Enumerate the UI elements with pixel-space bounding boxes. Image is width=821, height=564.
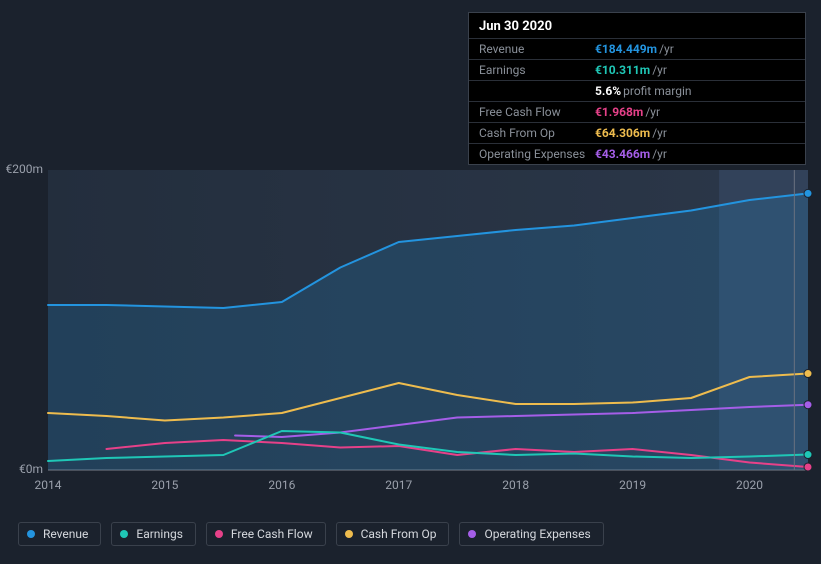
legend-item-cfo[interactable]: Cash From Op — [336, 522, 450, 546]
tooltip-row-cfo: Cash From Op €64.306m /yr — [469, 123, 805, 144]
tooltip-unit: /yr — [659, 41, 674, 57]
legend-label: Earnings — [136, 527, 183, 541]
y-tick-label: €200m — [0, 162, 43, 176]
legend-dot — [345, 530, 353, 538]
legend-item-earnings[interactable]: Earnings — [111, 522, 196, 546]
x-tick-label: 2016 — [268, 478, 295, 492]
legend-label: Free Cash Flow — [231, 527, 313, 541]
tooltip-unit: /yr — [652, 146, 667, 162]
x-tick-label: 2015 — [151, 478, 178, 492]
tooltip-row-margin: 5.6% profit margin — [469, 81, 805, 102]
legend-dot — [468, 530, 476, 538]
tooltip-date: Jun 30 2020 — [469, 13, 805, 39]
x-tick-label: 2014 — [35, 478, 62, 492]
tooltip-unit: /yr — [652, 62, 667, 78]
tooltip-unit: /yr — [645, 104, 660, 120]
tooltip-value: €1.968m — [595, 104, 643, 120]
x-tick-label: 2019 — [619, 478, 646, 492]
legend-item-opex[interactable]: Operating Expenses — [459, 522, 603, 546]
legend-dot — [27, 530, 35, 538]
x-tick-label: 2020 — [736, 478, 763, 492]
x-tick-label: 2017 — [385, 478, 412, 492]
legend-item-fcf[interactable]: Free Cash Flow — [206, 522, 326, 546]
tooltip-value: €10.311m — [595, 62, 650, 78]
tooltip-label: Revenue — [479, 41, 595, 57]
tooltip-label: Free Cash Flow — [479, 104, 595, 120]
x-tick-label: 2018 — [502, 478, 529, 492]
tooltip-label — [479, 83, 595, 99]
legend-dot — [215, 530, 223, 538]
legend-dot — [120, 530, 128, 538]
data-tooltip: Jun 30 2020 Revenue €184.449m /yr Earnin… — [468, 12, 806, 165]
tooltip-value: €64.306m — [595, 125, 650, 141]
tooltip-row-opex: Operating Expenses €43.466m /yr — [469, 144, 805, 164]
tooltip-label: Operating Expenses — [479, 146, 595, 162]
y-tick-label: €0m — [0, 462, 43, 476]
tooltip-label: Cash From Op — [479, 125, 595, 141]
tooltip-row-revenue: Revenue €184.449m /yr — [469, 39, 805, 60]
tooltip-unit: profit margin — [623, 83, 691, 99]
tooltip-label: Earnings — [479, 62, 595, 78]
tooltip-row-earnings: Earnings €10.311m /yr — [469, 60, 805, 81]
tooltip-value: €43.466m — [595, 146, 650, 162]
tooltip-row-fcf: Free Cash Flow €1.968m /yr — [469, 102, 805, 123]
legend-label: Revenue — [43, 527, 88, 541]
legend-item-revenue[interactable]: Revenue — [18, 522, 101, 546]
legend-label: Cash From Op — [361, 527, 437, 541]
tooltip-unit: /yr — [652, 125, 667, 141]
legend: Revenue Earnings Free Cash Flow Cash Fro… — [18, 522, 604, 546]
tooltip-value: €184.449m — [595, 41, 657, 57]
legend-label: Operating Expenses — [484, 527, 590, 541]
tooltip-value: 5.6% — [595, 83, 621, 99]
